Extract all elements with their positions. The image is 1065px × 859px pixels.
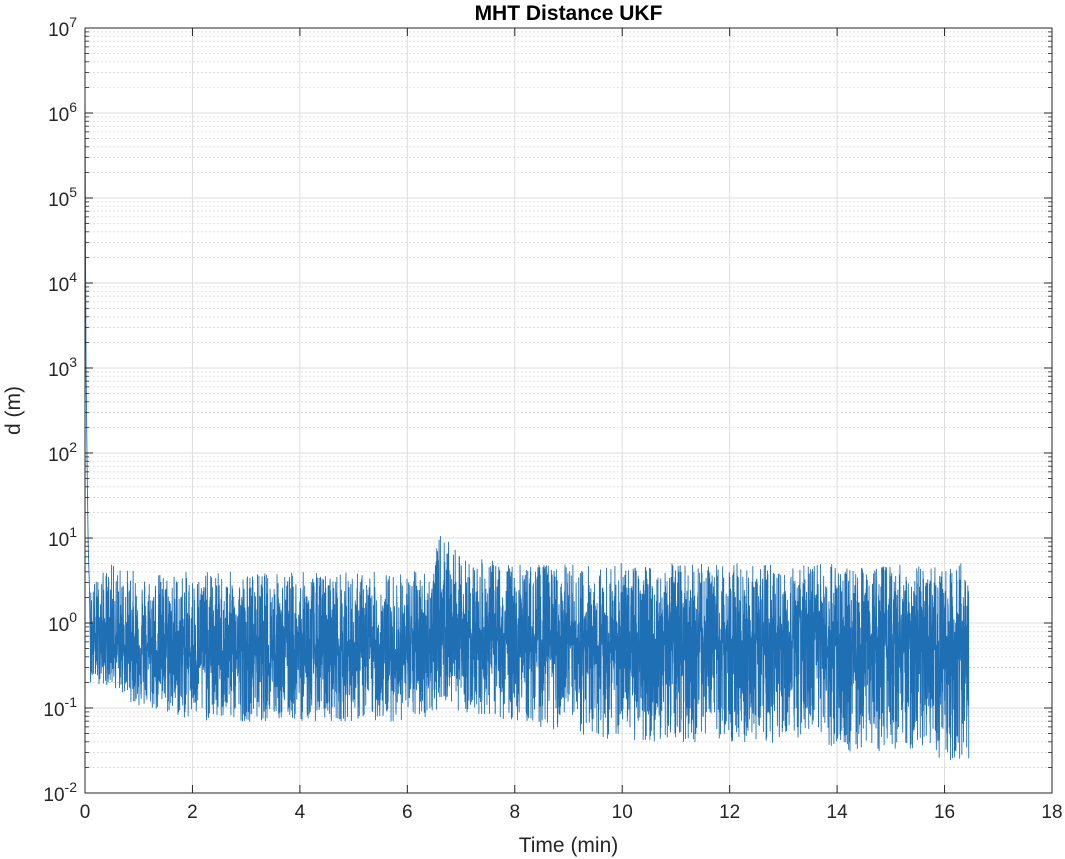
x-tick-label: 6 [402,802,413,823]
y-tick-label: 104 [48,269,77,296]
y-tick-label: 105 [48,184,77,211]
y-tick-label: 10-1 [43,694,77,721]
x-tick-label: 2 [187,802,198,823]
x-tick-label: 16 [934,802,955,823]
x-tick-label: 18 [1041,802,1062,823]
y-tick-label: 107 [48,14,77,41]
plot-area [84,27,1053,794]
y-tick-label: 103 [48,354,77,381]
x-tick-label: 4 [295,802,306,823]
series-line [84,87,970,761]
series-0 [84,87,970,761]
y-tick-label: 106 [48,99,77,126]
x-tick-label: 12 [719,802,740,823]
x-tick-label: 0 [80,802,91,823]
series-layer [84,87,970,761]
plot-frame [84,27,1053,794]
chart-title: MHT Distance UKF [475,2,663,25]
tick-marks [84,27,1053,794]
x-tick-labels: 0 2 4 6 8 10 12 14 16 18 [80,802,1063,823]
y-tick-label: 102 [48,439,77,466]
x-tick-label: 10 [612,802,633,823]
y-tick-label: 101 [48,524,77,551]
x-tick-label: 14 [827,802,849,823]
y-tick-label: 10-2 [43,779,77,806]
x-tick-label: 8 [509,802,520,823]
y-tick-labels: 10-2 10-1 100 101 102 103 104 105 106 107 [43,14,77,806]
x-axis-title: Time (min) [519,834,619,857]
y-tick-label: 100 [48,609,77,636]
y-axis-title: d (m) [2,386,25,435]
